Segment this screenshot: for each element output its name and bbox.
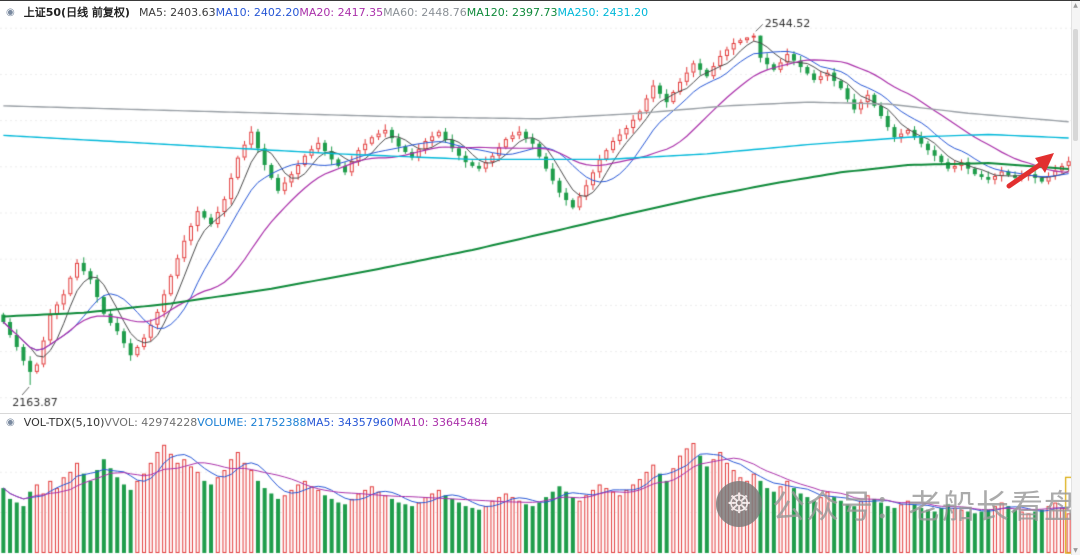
volume-indicators: VOL-TDX(5,10)VVOL: 42974228VOLUME: 21752…: [24, 416, 488, 429]
indicator-label: MA5: 34357960: [306, 416, 394, 429]
scrollbar-up-arrow-icon[interactable]: ▲: [1073, 2, 1078, 9]
price-ma-indicators: MA5: 2403.63MA10: 2402.20MA20: 2417.35MA…: [139, 6, 648, 19]
indicator-label: MA20: 2417.35: [299, 5, 384, 19]
indicator-label: MA250: 2431.20: [557, 5, 649, 19]
volume-pane: [0, 432, 1072, 554]
indicator-label: MA5: 2403.63: [138, 5, 216, 19]
watermark: ☸ 公众号：老船长看盘: [716, 480, 1078, 528]
pane-divider[interactable]: [0, 413, 1072, 414]
indicator-label: MA120: 2397.73: [466, 5, 558, 19]
scrollbar-down-arrow-icon[interactable]: ▼: [1073, 547, 1078, 554]
price-pane-header: ◉ 上证50(日线 前复权) MA5: 2403.63MA10: 2402.20…: [6, 4, 648, 20]
price-chart-canvas[interactable]: [0, 1, 1072, 413]
indicator-toggle-icon[interactable]: ◉: [6, 6, 15, 18]
volume-chart-canvas[interactable]: [0, 432, 1072, 554]
watermark-text: 公众号：老船长看盘: [772, 487, 1078, 526]
vertical-scrollbar[interactable]: ▲ ▼: [1071, 1, 1080, 555]
indicator-label: MA10: 33645484: [393, 416, 488, 429]
volume-pane-header: ◉ VOL-TDX(5,10)VVOL: 42974228VOLUME: 217…: [6, 416, 488, 429]
price-pane: ◉ 上证50(日线 前复权) MA5: 2403.63MA10: 2402.20…: [0, 1, 1072, 413]
watermark-logo-icon: ☸: [716, 481, 762, 527]
scrollbar-thumb[interactable]: [1073, 29, 1078, 141]
trend-up-arrow-icon: [1006, 153, 1054, 189]
indicator-label: VOLUME: 21752388: [197, 416, 307, 429]
volume-indicator-toggle-icon[interactable]: ◉: [6, 417, 15, 428]
indicator-label: MA10: 2402.20: [215, 5, 300, 19]
indicator-label: VVOL: 42974228: [104, 416, 198, 429]
indicator-label: MA60: 2448.76: [383, 5, 467, 19]
indicator-label: VOL-TDX(5,10): [23, 416, 105, 429]
chart-title: 上证50(日线 前复权): [23, 6, 130, 19]
